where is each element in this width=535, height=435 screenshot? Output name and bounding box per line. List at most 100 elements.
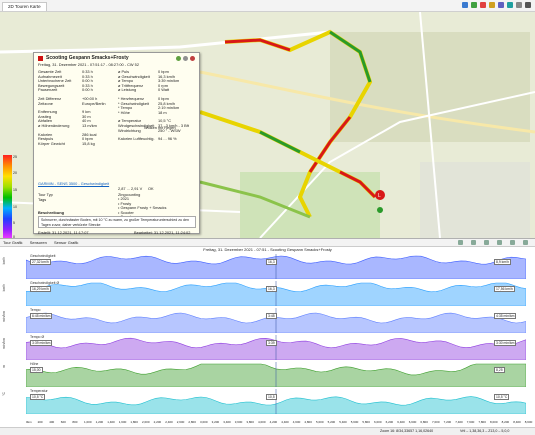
panel-label: Geschwindigkeit: [30, 254, 56, 258]
x-tick-label: 2,600: [176, 420, 185, 424]
graph-panel[interactable]: m Höhe 15,00 8,25: [0, 361, 535, 388]
status-bar: Zoom 16: 8/34,33657 1,16,02640 Vrtl – 1,…: [0, 427, 535, 434]
stat-row: * Herzfrequenz 0 bpm: [118, 96, 198, 101]
graph-panel[interactable]: °C Temperatur 10,5 °C 10,5 10,5 °C: [0, 388, 535, 415]
stat-label: * Herzfrequenz: [118, 96, 144, 101]
graph-panel[interactable]: min/km Tempo Ø 3:39 min/km 3:39 3:30 min/km: [0, 334, 535, 361]
layer-icon[interactable]: [471, 2, 477, 8]
stat-label: Gesamte Zeit: [38, 69, 62, 74]
close-icon[interactable]: [190, 56, 195, 61]
x-tick-label: 1,400: [107, 420, 115, 424]
settings-icon[interactable]: [523, 240, 528, 245]
photo-icon[interactable]: [489, 2, 495, 8]
value-label: 3:30 min/km: [494, 340, 517, 346]
tour-icon[interactable]: [462, 2, 468, 8]
stat-label: * Geschwindigkeit: [118, 100, 149, 106]
toolbar-icons: [462, 2, 531, 8]
zoom-in-icon[interactable]: [458, 240, 463, 245]
stat-row: Gesamte Zeit 0:33 h: [38, 69, 113, 74]
graph-panel[interactable]: km/h Geschwindigkeit Ø 16,29 km/h 16,3 17,56…: [0, 280, 535, 307]
graph-plot: [26, 254, 526, 279]
battery-status: OK: [148, 186, 154, 191]
device-link[interactable]: GARMIN - SENS 3500 - Geschwindigkeit: [38, 181, 110, 186]
tab-sensor-graph[interactable]: Sensor Grafik: [53, 240, 79, 245]
marker-icon[interactable]: [480, 2, 486, 8]
tags-header: Zingcounting: [118, 192, 141, 197]
legend-label: 25: [13, 155, 17, 159]
stat-value: 30 m: [82, 113, 91, 119]
stat-value: 0 Watt: [158, 87, 170, 93]
x-tick-label: 0km: [26, 420, 32, 424]
tag-item: • Scooter: [118, 209, 134, 215]
stat-row: Windrichtung 250 ° - WSW: [118, 128, 198, 133]
x-tick-label: 7,800: [478, 420, 486, 424]
value-label: 10,5: [266, 394, 277, 400]
zoom-out-icon[interactable]: [471, 240, 476, 245]
tab-map[interactable]: 2D Touren Karte: [2, 2, 47, 11]
y-axis-unit: min/km: [2, 338, 6, 349]
y-axis-unit: km/h: [2, 257, 6, 265]
x-tick-label: 3,000: [200, 420, 208, 424]
legend-label: 0: [13, 235, 15, 238]
stat-label: ø Höhenänderung: [38, 123, 70, 128]
stat-row: Restpuls 0 bpm: [38, 136, 113, 141]
gear-icon[interactable]: [516, 2, 522, 8]
stat-value: 15,8 kg: [82, 140, 95, 146]
tooltip-actions: [176, 56, 195, 61]
sync-icon[interactable]: [507, 2, 513, 8]
stat-label: Körper Gewicht: [38, 140, 65, 146]
graph-panel[interactable]: min/km Tempo 6:45 min/km 3:45 4:35 min/km: [0, 307, 535, 334]
stat-value: 250 ° - WSW: [158, 127, 181, 133]
stat-row: Unterbrochene Zeit 0:00 h: [38, 78, 113, 83]
map-view[interactable]: L 25 20 15 10 5 0 Scooting Gespann Smack…: [0, 12, 535, 238]
menu-icon[interactable]: [525, 2, 531, 8]
x-tick-label: 1,000: [84, 420, 92, 424]
tag-item: • Gespann Frosty + Smacks: [118, 205, 167, 211]
x-tick-label: 8,400: [513, 420, 521, 424]
stat-value: 0 bpm: [158, 69, 169, 74]
stat-value: 0:33 h: [82, 69, 93, 74]
stat-value: 2:19 min/km: [158, 105, 180, 111]
edited-date: Bearbeitet: 31.12.2021, 11:24:02: [134, 230, 191, 235]
stat-value: 0 rpm: [158, 82, 168, 88]
zoom-icon[interactable]: [498, 2, 504, 8]
graph-tabs: Tour Grafik Sensoren Sensor Grafik: [0, 239, 535, 247]
stat-value: 0 bpm: [82, 136, 93, 142]
x-tick-label: 5,800: [362, 420, 370, 424]
stat-value: 25,8 km/h: [158, 100, 176, 106]
stat-label: Aufnahmezeit: [38, 73, 62, 79]
stat-row: ø Puls 0 bpm: [118, 69, 198, 74]
stat-row: Anstieg 30 m: [38, 114, 113, 119]
stat-row: Windgeschwindigkeit 37 - 3 km/h - 3 Bft: [118, 123, 198, 128]
stat-value: 0 bpm: [158, 96, 169, 101]
value-label: 3:39 min/km: [30, 340, 53, 346]
stat-label: ø Temperatur: [118, 118, 142, 124]
graph-plot: [26, 308, 526, 333]
stat-label: * Tempo: [118, 105, 133, 111]
fit-icon[interactable]: [484, 240, 489, 245]
x-tick-label: 1,200: [95, 420, 104, 424]
stat-value: 16,3 km/h: [158, 73, 176, 79]
x-tick-label: 3,200: [211, 420, 220, 424]
x-tick-label: 3,600: [234, 420, 243, 424]
tab-sensors[interactable]: Sensoren: [29, 240, 47, 245]
value-label: 15,00: [30, 367, 43, 373]
x-tick-label: 1,800: [130, 420, 138, 424]
window-toolbar: 2D Touren Karte: [0, 0, 535, 12]
stat-value: 9 km: [82, 109, 91, 115]
distance-icon[interactable]: [497, 240, 502, 245]
tag-item: • 2021: [118, 196, 130, 201]
tab-tour-graph[interactable]: Tour Grafik: [3, 240, 23, 245]
x-tick-label: 4,400: [281, 420, 289, 424]
stat-value: Europe/Berlin: [82, 100, 106, 106]
legend-label: 5: [13, 221, 15, 225]
edit-icon[interactable]: [176, 56, 181, 61]
time-icon[interactable]: [510, 240, 515, 245]
legend-colorbar: 25 20 15 10 5 0: [3, 155, 17, 238]
pin-icon[interactable]: [183, 56, 188, 61]
panel-label: Höhe: [30, 362, 39, 366]
x-tick-label: 2,000: [142, 420, 150, 424]
stat-row: ø Temperatur 10,5 °C: [118, 118, 198, 123]
graph-panel[interactable]: km/h Geschwindigkeit 27,32 km/h 16,3 8,9 km/…: [0, 253, 535, 280]
start-marker: [375, 190, 385, 200]
